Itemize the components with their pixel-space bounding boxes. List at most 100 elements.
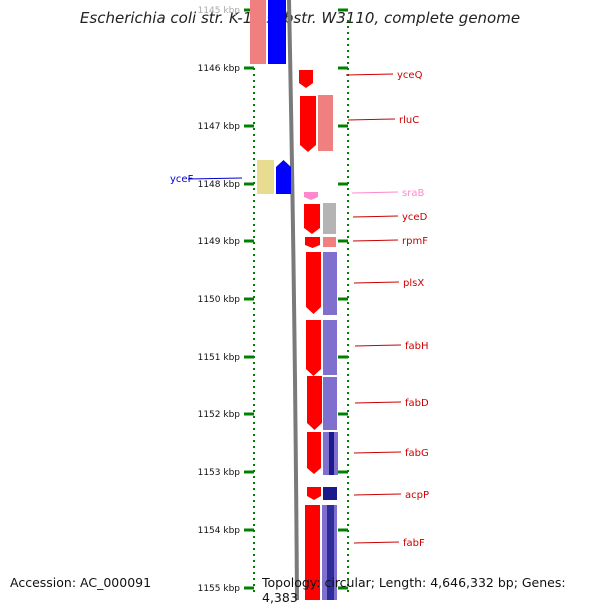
- gene-arrow[interactable]: [300, 96, 316, 152]
- gene-label-plsX[interactable]: plsX: [403, 278, 424, 289]
- guide-dot: [253, 134, 255, 136]
- guide-dot: [253, 152, 255, 154]
- guide-dot: [347, 128, 349, 130]
- guide-dot: [253, 200, 255, 202]
- gene-block[interactable]: [250, 0, 266, 64]
- guide-dot: [347, 542, 349, 544]
- tick-label: 1154 kbp: [198, 526, 241, 536]
- leader-line: [353, 541, 400, 544]
- gene-block[interactable]: [323, 487, 337, 500]
- guide-dot: [253, 380, 255, 382]
- guide-dot: [253, 146, 255, 148]
- guide-dot: [347, 548, 349, 550]
- guide-dot: [347, 296, 349, 298]
- gene-label-fabG[interactable]: fabG: [405, 448, 429, 459]
- gene-arrow[interactable]: [299, 70, 313, 88]
- tick-mark: [338, 355, 348, 359]
- tick-mark: [244, 66, 254, 70]
- gene-label-fabF[interactable]: fabF: [403, 538, 425, 549]
- gene-arrow[interactable]: [276, 160, 291, 194]
- tick-mark: [244, 470, 254, 474]
- gene-block[interactable]: [323, 237, 336, 247]
- gene-arrow[interactable]: [307, 432, 321, 474]
- guide-dot: [253, 272, 255, 274]
- guide-dot: [253, 128, 255, 130]
- gene-label-fabH[interactable]: fabH: [405, 341, 429, 352]
- guide-dot: [347, 134, 349, 136]
- gene-block[interactable]: [323, 203, 336, 234]
- guide-dot: [347, 200, 349, 202]
- gene-block[interactable]: [329, 432, 334, 475]
- guide-dot: [347, 536, 349, 538]
- guide-dot: [347, 398, 349, 400]
- guide-dot: [253, 326, 255, 328]
- tick-ruler: 1145 kbp 1146 kbp 1147 kbp 1148 kbp 1149 kbp…: [198, 6, 349, 594]
- tick-label: 1149 kbp: [198, 237, 241, 247]
- gene-block[interactable]: [323, 252, 337, 315]
- tick-mark: [338, 297, 348, 301]
- guide-dot: [253, 548, 255, 550]
- guide-dot: [347, 506, 349, 508]
- guide-dot: [253, 224, 255, 226]
- guide-dot: [253, 158, 255, 160]
- guide-dot: [347, 410, 349, 412]
- guide-dot: [347, 50, 349, 52]
- gene-block[interactable]: [323, 320, 337, 375]
- guide-dot: [253, 392, 255, 394]
- guide-dot: [347, 344, 349, 346]
- gene-block[interactable]: [323, 377, 337, 430]
- tick-mark: [244, 355, 254, 359]
- gene-label-yceF[interactable]: yceF: [170, 174, 194, 185]
- guide-dot: [347, 590, 349, 592]
- gene-block[interactable]: [305, 505, 320, 600]
- guide-dot: [253, 338, 255, 340]
- tick-mark: [338, 528, 348, 532]
- gene-arrow[interactable]: [306, 320, 321, 376]
- guide-dot: [253, 314, 255, 316]
- label-layer: yceQ rluC yceF sraB yceD rpmF plsX fabH fabD fabG…: [170, 70, 429, 549]
- gene-label-yceQ[interactable]: yceQ: [397, 70, 423, 81]
- gene-block[interactable]: [257, 160, 274, 194]
- gene-label-rluC[interactable]: rluC: [399, 115, 419, 126]
- guide-dot: [347, 140, 349, 142]
- leader-line: [353, 493, 402, 496]
- guide-dot: [253, 206, 255, 208]
- guide-dot: [347, 116, 349, 118]
- guide-dot: [253, 308, 255, 310]
- guide-dot: [253, 110, 255, 112]
- guide-dot: [253, 284, 255, 286]
- guide-dot: [253, 476, 255, 478]
- gene-arrow[interactable]: [304, 192, 318, 200]
- gene-block[interactable]: [318, 95, 333, 151]
- guide-dot: [347, 422, 349, 424]
- leader-line: [347, 118, 396, 121]
- gene-arrow[interactable]: [307, 487, 321, 500]
- guide-dot: [347, 416, 349, 418]
- gene-label-fabD[interactable]: fabD: [405, 398, 429, 409]
- gene-block[interactable]: [268, 0, 286, 64]
- guide-dot: [253, 230, 255, 232]
- gene-arrow[interactable]: [304, 204, 320, 234]
- guide-dot: [347, 224, 349, 226]
- gene-label-yceD[interactable]: yceD: [402, 212, 428, 223]
- guide-dot: [347, 308, 349, 310]
- guide-dot: [347, 560, 349, 562]
- gene-label-sraB[interactable]: sraB: [402, 188, 424, 199]
- tick-label: 1147 kbp: [198, 122, 241, 132]
- gene-arrow[interactable]: [306, 252, 321, 314]
- guide-dot: [253, 398, 255, 400]
- gene-block[interactable]: [327, 505, 334, 600]
- gene-arrow[interactable]: [307, 376, 322, 430]
- tick-label: 1146 kbp: [198, 64, 241, 74]
- guide-dot: [347, 302, 349, 304]
- guide-dot: [347, 362, 349, 364]
- gene-label-rpmF[interactable]: rpmF: [402, 236, 428, 247]
- guide-dot: [253, 242, 255, 244]
- guide-dot: [347, 80, 349, 82]
- guide-dot: [347, 320, 349, 322]
- guide-dot: [253, 524, 255, 526]
- guide-dot: [347, 482, 349, 484]
- gene-arrow[interactable]: [305, 237, 320, 248]
- gene-label-acpP[interactable]: acpP: [405, 490, 429, 501]
